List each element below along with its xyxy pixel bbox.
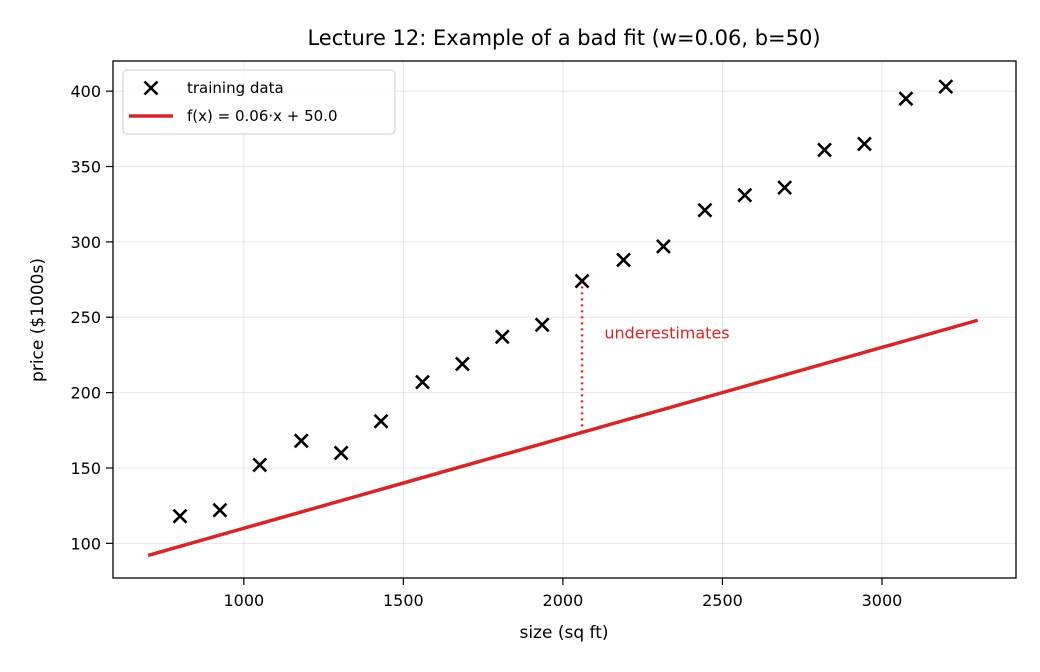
data-point (293, 433, 309, 449)
axes-frame (112, 60, 1017, 579)
x-tick-label: 2500 (702, 591, 743, 610)
data-point (252, 457, 268, 473)
y-tick-label: 350 (70, 158, 101, 177)
data-point (333, 445, 349, 461)
data-point (212, 502, 228, 518)
legend-marker-scatter (143, 80, 159, 96)
legend-box (122, 69, 396, 135)
data-point (898, 91, 914, 107)
plot-area: underestimates (147, 79, 979, 558)
data-point (454, 356, 470, 372)
data-point (655, 238, 671, 254)
data-point (172, 508, 188, 524)
annotation-text: underestimates (604, 323, 729, 342)
legend-label-scatter: training data (187, 79, 284, 97)
x-tick-label: 1500 (383, 591, 424, 610)
chart-title: Lecture 12: Example of a bad fit (w=0.06… (307, 26, 820, 50)
x-tick-label: 1000 (223, 591, 264, 610)
data-point (777, 180, 793, 196)
data-point (574, 273, 590, 289)
y-axis-label: price ($1000s) (28, 258, 48, 382)
x-tick-label: 2000 (543, 591, 584, 610)
y-tick-label: 200 (70, 384, 101, 403)
data-point (415, 374, 430, 390)
data-point (938, 79, 954, 95)
x-axis-label: size (sq ft) (519, 623, 608, 643)
data-point (534, 317, 550, 333)
data-point (857, 136, 872, 152)
y-tick-label: 250 (70, 308, 101, 327)
legend-label-line: f(x) = 0.06·x + 50.0 (187, 107, 338, 125)
y-tick-label: 150 (70, 459, 101, 478)
ticks: 1000 1500 2000 2500 3000 100 150 200 250 300 350 40… (70, 82, 902, 610)
data-point (737, 187, 753, 203)
y-tick-label: 400 (70, 82, 101, 101)
y-tick-label: 300 (70, 233, 101, 252)
data-point (697, 202, 713, 218)
grid (113, 61, 1016, 578)
fit-line (147, 318, 979, 558)
y-tick-label: 100 (70, 534, 101, 553)
data-point (373, 413, 389, 429)
legend: training data f(x) = 0.06·x + 50.0 (122, 69, 396, 135)
data-point (494, 329, 510, 345)
x-tick-label: 3000 (862, 591, 903, 610)
data-point (817, 142, 832, 158)
data-point (616, 252, 631, 268)
